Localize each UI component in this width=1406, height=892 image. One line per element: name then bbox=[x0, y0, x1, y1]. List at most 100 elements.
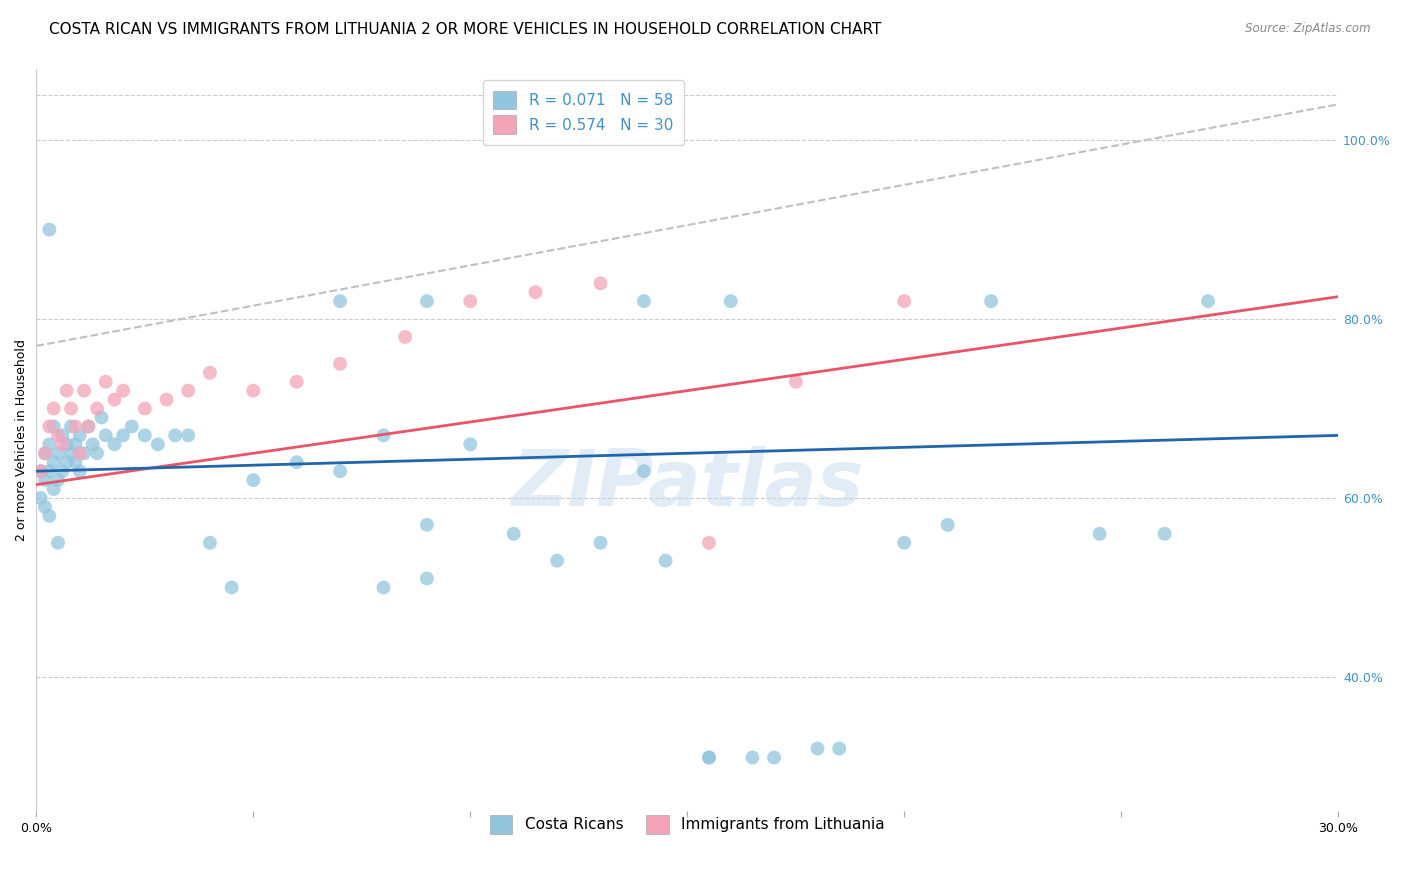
Point bbox=[121, 419, 143, 434]
Point bbox=[460, 437, 482, 451]
Point bbox=[373, 581, 395, 595]
Point bbox=[741, 750, 763, 764]
Point bbox=[51, 428, 73, 442]
Point bbox=[103, 392, 125, 407]
Point bbox=[416, 517, 439, 532]
Point bbox=[55, 455, 77, 469]
Point bbox=[77, 419, 100, 434]
Point bbox=[60, 446, 83, 460]
Point bbox=[51, 464, 73, 478]
Point bbox=[34, 500, 56, 514]
Text: Source: ZipAtlas.com: Source: ZipAtlas.com bbox=[1246, 22, 1371, 36]
Point bbox=[134, 428, 156, 442]
Point bbox=[94, 375, 117, 389]
Point bbox=[34, 446, 56, 460]
Text: ZIPatlas: ZIPatlas bbox=[512, 446, 863, 523]
Point bbox=[55, 384, 77, 398]
Point bbox=[112, 428, 135, 442]
Point bbox=[46, 535, 69, 549]
Point bbox=[242, 384, 264, 398]
Point bbox=[697, 750, 720, 764]
Point bbox=[720, 294, 742, 309]
Point bbox=[502, 526, 524, 541]
Point bbox=[394, 330, 416, 344]
Point bbox=[60, 401, 83, 416]
Point bbox=[165, 428, 187, 442]
Point bbox=[416, 572, 439, 586]
Point bbox=[1197, 294, 1219, 309]
Point bbox=[38, 437, 60, 451]
Point bbox=[38, 508, 60, 523]
Point bbox=[893, 294, 915, 309]
Y-axis label: 2 or more Vehicles in Household: 2 or more Vehicles in Household bbox=[15, 339, 28, 541]
Point bbox=[86, 401, 108, 416]
Point bbox=[46, 446, 69, 460]
Point bbox=[936, 517, 959, 532]
Point bbox=[893, 535, 915, 549]
Point bbox=[34, 473, 56, 487]
Point bbox=[60, 419, 83, 434]
Point bbox=[785, 375, 807, 389]
Point bbox=[697, 535, 720, 549]
Point bbox=[524, 285, 547, 300]
Point bbox=[65, 455, 87, 469]
Point bbox=[589, 277, 612, 291]
Point bbox=[38, 464, 60, 478]
Point bbox=[103, 437, 125, 451]
Point bbox=[38, 419, 60, 434]
Point bbox=[94, 428, 117, 442]
Point bbox=[546, 554, 568, 568]
Point bbox=[373, 428, 395, 442]
Point bbox=[198, 366, 221, 380]
Point bbox=[73, 446, 96, 460]
Point bbox=[285, 375, 308, 389]
Point bbox=[69, 446, 91, 460]
Point bbox=[69, 464, 91, 478]
Point bbox=[77, 419, 100, 434]
Point bbox=[55, 437, 77, 451]
Point bbox=[146, 437, 169, 451]
Point bbox=[46, 473, 69, 487]
Point bbox=[86, 446, 108, 460]
Point bbox=[38, 222, 60, 236]
Point bbox=[198, 535, 221, 549]
Point bbox=[34, 446, 56, 460]
Point bbox=[73, 384, 96, 398]
Point bbox=[90, 410, 112, 425]
Legend: Costa Ricans, Immigrants from Lithuania: Costa Ricans, Immigrants from Lithuania bbox=[479, 805, 896, 845]
Point bbox=[177, 384, 200, 398]
Point bbox=[697, 750, 720, 764]
Point bbox=[112, 384, 135, 398]
Point bbox=[42, 419, 65, 434]
Point bbox=[589, 535, 612, 549]
Point bbox=[1153, 526, 1175, 541]
Point bbox=[155, 392, 177, 407]
Point bbox=[806, 741, 828, 756]
Point bbox=[42, 455, 65, 469]
Point bbox=[177, 428, 200, 442]
Point bbox=[42, 401, 65, 416]
Point bbox=[285, 455, 308, 469]
Point bbox=[51, 437, 73, 451]
Point bbox=[763, 750, 786, 764]
Point bbox=[134, 401, 156, 416]
Point bbox=[30, 464, 52, 478]
Point bbox=[65, 437, 87, 451]
Point bbox=[633, 464, 655, 478]
Point bbox=[30, 491, 52, 505]
Point bbox=[69, 428, 91, 442]
Point bbox=[42, 482, 65, 496]
Point bbox=[242, 473, 264, 487]
Point bbox=[46, 428, 69, 442]
Point bbox=[828, 741, 851, 756]
Point bbox=[980, 294, 1002, 309]
Point bbox=[633, 294, 655, 309]
Point bbox=[416, 294, 439, 309]
Point bbox=[329, 464, 352, 478]
Point bbox=[65, 419, 87, 434]
Point bbox=[654, 554, 676, 568]
Point bbox=[1088, 526, 1111, 541]
Point bbox=[329, 294, 352, 309]
Point bbox=[82, 437, 104, 451]
Point bbox=[30, 464, 52, 478]
